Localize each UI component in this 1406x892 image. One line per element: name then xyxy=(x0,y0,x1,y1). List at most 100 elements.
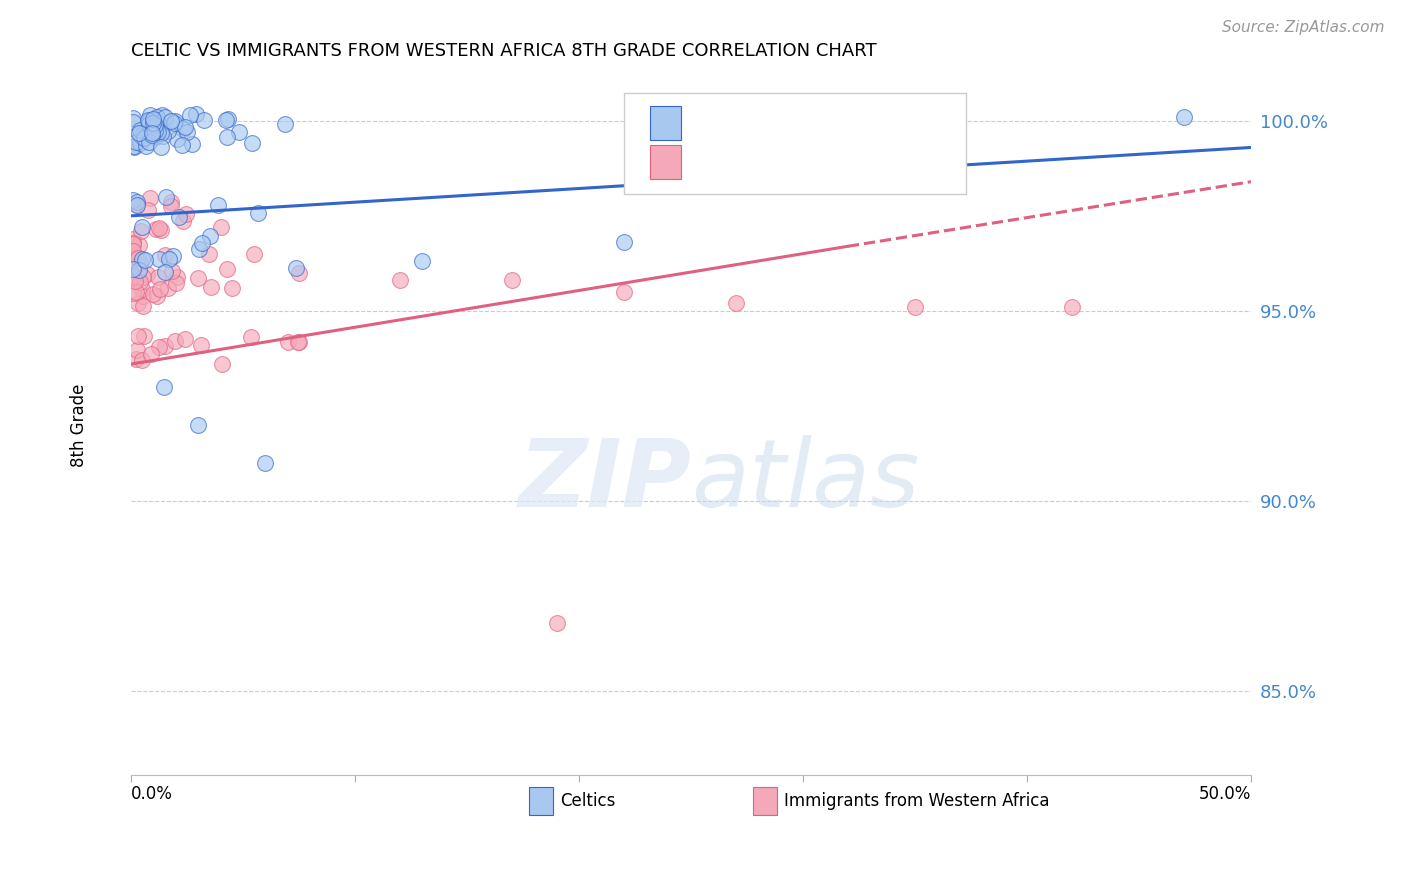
Point xyxy=(188,243,211,257)
Point xyxy=(148,340,170,354)
Point xyxy=(160,114,183,128)
Point xyxy=(191,235,214,250)
Point xyxy=(285,260,308,275)
FancyBboxPatch shape xyxy=(650,106,681,139)
Point xyxy=(142,286,165,301)
Point xyxy=(187,271,209,285)
Point xyxy=(135,139,157,153)
Point xyxy=(170,138,193,153)
Point xyxy=(221,281,243,295)
Point xyxy=(131,353,153,368)
Point xyxy=(135,267,157,281)
Point xyxy=(128,126,150,140)
Point xyxy=(179,108,201,122)
Point xyxy=(138,117,160,131)
Point xyxy=(122,193,145,207)
Point xyxy=(128,238,150,252)
Point xyxy=(124,274,146,288)
Point xyxy=(149,282,172,296)
Point xyxy=(129,136,152,150)
Point xyxy=(1062,300,1084,314)
Point xyxy=(153,380,176,394)
Point xyxy=(142,115,165,129)
Point xyxy=(122,115,145,129)
Point xyxy=(166,270,188,285)
Point xyxy=(128,122,150,136)
Point xyxy=(131,252,153,266)
Text: ZIP: ZIP xyxy=(519,435,690,527)
FancyBboxPatch shape xyxy=(529,788,553,815)
Point xyxy=(148,120,170,135)
Point xyxy=(180,137,202,152)
Point xyxy=(149,140,172,154)
Point xyxy=(211,357,233,371)
Point xyxy=(172,122,194,136)
Point xyxy=(146,288,169,302)
Point xyxy=(176,207,198,221)
Text: 8th Grade: 8th Grade xyxy=(70,384,89,467)
Point xyxy=(157,252,180,266)
Point xyxy=(136,203,159,218)
Point xyxy=(176,125,198,139)
Point xyxy=(153,339,176,353)
Point xyxy=(207,198,229,212)
Point xyxy=(240,136,263,150)
Point xyxy=(127,343,149,358)
Point xyxy=(141,128,163,143)
Text: Immigrants from Western Africa: Immigrants from Western Africa xyxy=(785,792,1049,810)
Point xyxy=(122,235,145,250)
Point xyxy=(145,113,167,128)
Point xyxy=(148,117,170,131)
Point xyxy=(162,249,184,263)
Point xyxy=(287,335,309,350)
Point xyxy=(143,124,166,138)
Point xyxy=(125,195,148,210)
Point xyxy=(134,253,156,268)
Point xyxy=(122,285,145,300)
Point xyxy=(613,285,636,299)
Point xyxy=(129,256,152,270)
Text: R = 0.278   N = 75: R = 0.278 N = 75 xyxy=(695,151,880,169)
Point xyxy=(165,276,187,290)
Point xyxy=(132,129,155,144)
Point xyxy=(287,266,309,280)
Point xyxy=(142,116,165,130)
Point xyxy=(131,219,153,234)
Point xyxy=(172,214,194,228)
Point xyxy=(166,132,188,146)
Point xyxy=(152,129,174,144)
Point xyxy=(132,299,155,313)
Text: CELTIC VS IMMIGRANTS FROM WESTERN AFRICA 8TH GRADE CORRELATION CHART: CELTIC VS IMMIGRANTS FROM WESTERN AFRICA… xyxy=(131,42,876,60)
Point xyxy=(127,296,149,310)
Point xyxy=(122,244,145,258)
Point xyxy=(153,247,176,261)
Point xyxy=(148,270,170,285)
Text: R = 0.092   N = 88: R = 0.092 N = 88 xyxy=(695,112,879,130)
Point xyxy=(134,124,156,138)
Point xyxy=(150,223,173,237)
Point xyxy=(128,263,150,277)
Point xyxy=(146,125,169,139)
Point xyxy=(160,194,183,209)
Point xyxy=(122,232,145,246)
Point xyxy=(141,126,163,140)
Point xyxy=(724,296,747,310)
Point xyxy=(129,276,152,290)
Point xyxy=(273,117,295,131)
Point xyxy=(613,235,636,250)
Point xyxy=(139,108,162,122)
Point xyxy=(146,110,169,124)
Point xyxy=(411,254,433,268)
Point xyxy=(156,124,179,138)
Point xyxy=(138,136,160,150)
Point xyxy=(190,337,212,351)
Text: atlas: atlas xyxy=(690,435,920,526)
Point xyxy=(139,191,162,205)
Point xyxy=(122,138,145,153)
Point xyxy=(148,220,170,235)
Point xyxy=(388,273,411,287)
Point xyxy=(141,347,163,361)
Point xyxy=(167,211,190,225)
Point xyxy=(187,417,209,432)
Text: Source: ZipAtlas.com: Source: ZipAtlas.com xyxy=(1222,20,1385,35)
